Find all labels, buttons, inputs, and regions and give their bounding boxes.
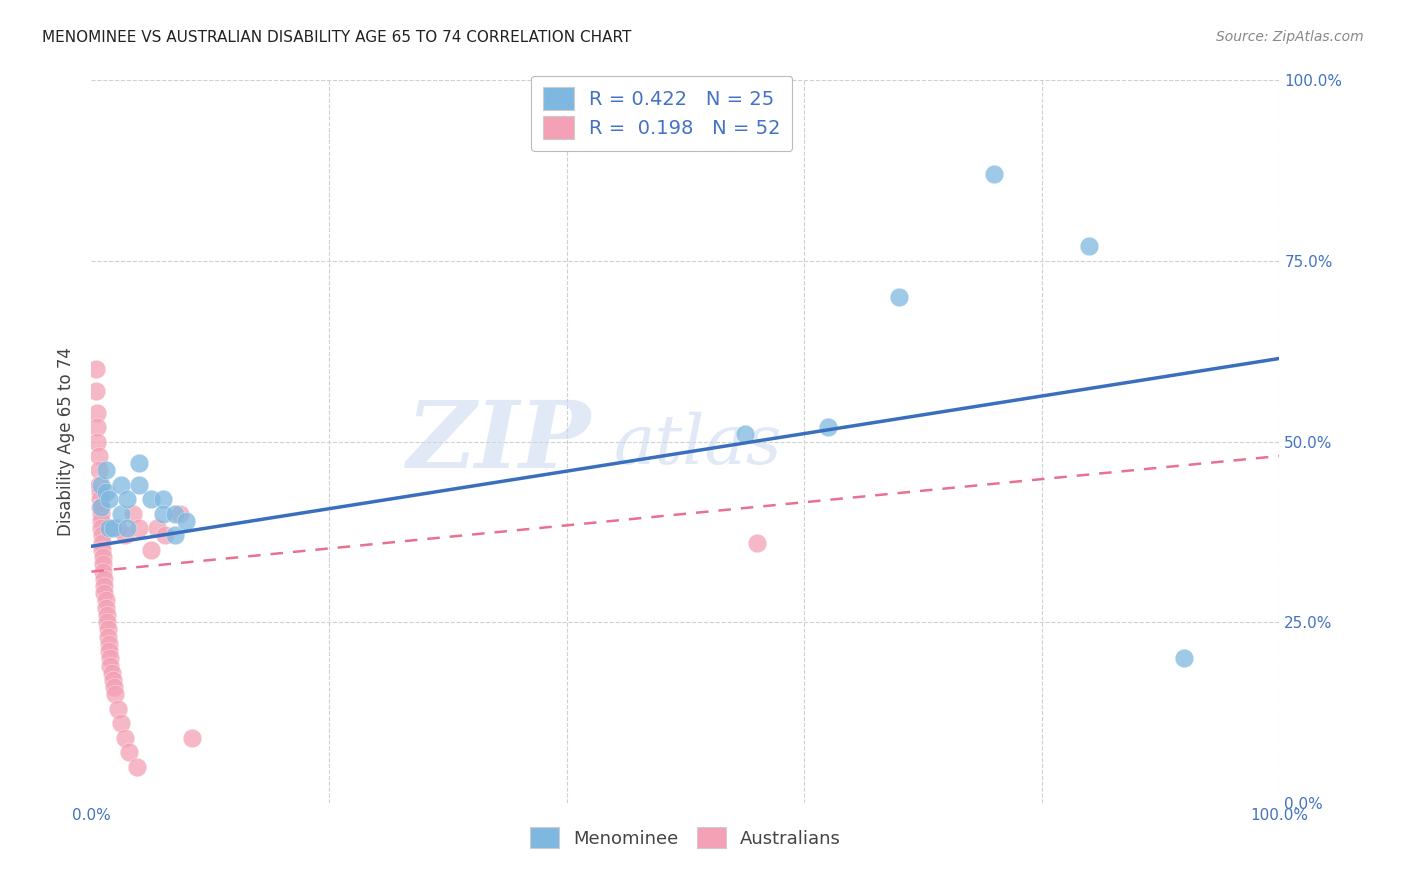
Point — [745, 535, 768, 549]
Point — [145, 521, 167, 535]
Point — [1173, 651, 1195, 665]
Point — [153, 528, 176, 542]
Point — [110, 478, 132, 492]
Point — [89, 500, 111, 514]
Point — [128, 478, 150, 492]
Point — [114, 731, 136, 745]
Text: MENOMINEE VS AUSTRALIAN DISABILITY AGE 65 TO 74 CORRELATION CHART: MENOMINEE VS AUSTRALIAN DISABILITY AGE 6… — [42, 30, 631, 45]
Point — [91, 558, 114, 572]
Y-axis label: Disability Age 65 to 74: Disability Age 65 to 74 — [58, 347, 76, 536]
Point — [86, 406, 108, 420]
Point — [181, 731, 204, 745]
Point — [90, 478, 112, 492]
Point — [87, 449, 110, 463]
Point — [163, 507, 186, 521]
Point — [84, 384, 107, 398]
Point — [128, 521, 150, 535]
Point — [115, 492, 138, 507]
Text: atlas: atlas — [614, 412, 783, 479]
Point — [100, 658, 122, 673]
Point — [889, 290, 911, 304]
Point — [98, 492, 121, 507]
Point — [115, 521, 138, 535]
Point — [139, 542, 162, 557]
Point — [87, 463, 110, 477]
Point — [1078, 239, 1101, 253]
Point — [94, 600, 117, 615]
Point — [91, 550, 114, 565]
Point — [94, 593, 117, 607]
Point — [104, 687, 127, 701]
Point — [90, 507, 112, 521]
Point — [169, 507, 191, 521]
Point — [89, 492, 111, 507]
Point — [93, 579, 115, 593]
Point — [97, 623, 120, 637]
Point — [90, 514, 112, 528]
Point — [91, 565, 114, 579]
Point — [98, 637, 121, 651]
Point — [110, 507, 132, 521]
Legend: Menominee, Australians: Menominee, Australians — [523, 820, 848, 855]
Point — [100, 651, 122, 665]
Point — [84, 362, 107, 376]
Point — [983, 167, 1005, 181]
Point — [817, 420, 839, 434]
Point — [163, 528, 186, 542]
Point — [96, 615, 118, 630]
Point — [128, 456, 150, 470]
Point — [86, 434, 108, 449]
Point — [97, 630, 120, 644]
Point — [87, 478, 110, 492]
Point — [93, 586, 115, 600]
Point — [101, 673, 124, 687]
Point — [94, 463, 117, 477]
Point — [114, 528, 136, 542]
Point — [91, 542, 114, 557]
Point — [90, 500, 112, 514]
Point — [103, 680, 125, 694]
Point — [734, 427, 756, 442]
Point — [96, 607, 118, 622]
Point — [139, 492, 162, 507]
Text: Source: ZipAtlas.com: Source: ZipAtlas.com — [1216, 30, 1364, 45]
Point — [176, 514, 198, 528]
Point — [91, 535, 114, 549]
Point — [93, 572, 115, 586]
Point — [91, 528, 114, 542]
Point — [125, 760, 148, 774]
Point — [86, 420, 108, 434]
Point — [100, 665, 122, 680]
Point — [98, 644, 121, 658]
Point — [94, 485, 117, 500]
Point — [90, 521, 112, 535]
Point — [107, 521, 129, 535]
Point — [107, 702, 129, 716]
Point — [98, 521, 121, 535]
Text: ZIP: ZIP — [406, 397, 591, 486]
Point — [122, 507, 145, 521]
Point — [101, 521, 124, 535]
Point — [152, 492, 174, 507]
Point — [89, 485, 111, 500]
Point — [110, 716, 132, 731]
Point — [118, 745, 141, 759]
Point — [152, 507, 174, 521]
